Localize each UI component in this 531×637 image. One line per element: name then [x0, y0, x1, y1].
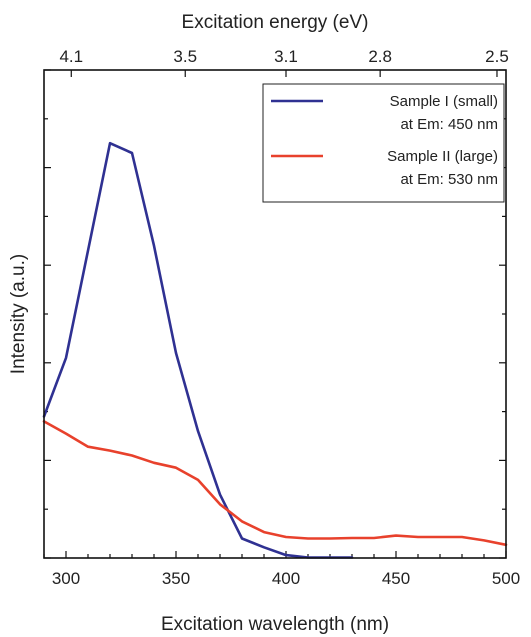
legend-sublabel-2: at Em: 530 nm: [400, 171, 498, 188]
top-tick-label: 2.8: [368, 47, 392, 66]
x-tick-label: 300: [52, 569, 80, 588]
series-line-1: [42, 141, 354, 559]
x-tick-label: 400: [272, 569, 300, 588]
x-tick-label: 350: [162, 569, 190, 588]
ticks-layer: 300 350 400 450 500 4.1 3.5 3.1 2.8 2.5: [43, 47, 520, 588]
plot-frame: [43, 69, 507, 559]
top-tick-label: 3.5: [173, 47, 197, 66]
top-tick-label: 3.1: [274, 47, 298, 66]
legend-box: [262, 83, 505, 203]
x-tick-label: 500: [492, 569, 520, 588]
y-axis-title: Intensity (a.u.): [8, 254, 29, 374]
x-tick-label: 450: [382, 569, 410, 588]
top-tick-label: 4.1: [59, 47, 83, 66]
series-line-2: [42, 420, 508, 547]
series-layer: [42, 141, 508, 559]
legend: Sample I (small) at Em: 450 nm Sample II (…: [262, 83, 505, 203]
legend-label-1: Sample I (small): [390, 93, 498, 110]
legend-label-2: Sample II (large): [387, 148, 498, 165]
legend-sublabel-1: at Em: 450 nm: [400, 116, 498, 133]
top-axis-title: Excitation energy (eV): [182, 12, 369, 33]
x-axis-title: Excitation wavelength (nm): [161, 614, 389, 635]
top-tick-label: 2.5: [485, 47, 509, 66]
